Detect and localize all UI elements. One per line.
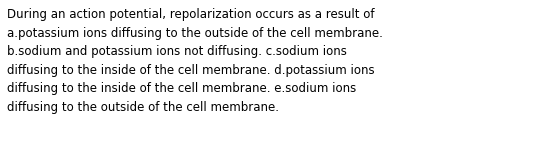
Text: During an action potential, repolarization occurs as a result of
a.potassium ion: During an action potential, repolarizati… — [7, 8, 383, 114]
